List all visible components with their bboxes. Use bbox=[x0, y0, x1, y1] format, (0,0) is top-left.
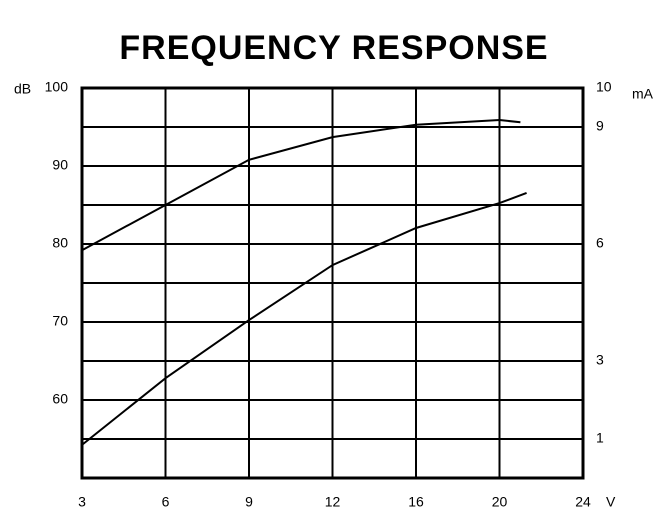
x-axis-label: V bbox=[606, 494, 616, 510]
data-line bbox=[81, 118, 521, 252]
x-tick-label: 9 bbox=[245, 494, 253, 510]
y-tick-label: 70 bbox=[52, 313, 68, 329]
y-tick-label: 80 bbox=[52, 235, 68, 251]
chart-title: FREQUENCY RESPONSE bbox=[119, 29, 548, 67]
y2-tick-label: 3 bbox=[596, 352, 604, 368]
x-tick-label: 24 bbox=[575, 494, 591, 510]
x-tick-label: 6 bbox=[162, 494, 170, 510]
y2-axis-label: mA bbox=[632, 86, 654, 102]
y2-tick-label: 1 bbox=[596, 430, 604, 446]
y2-tick-label: 6 bbox=[596, 235, 604, 251]
x-tick-label: 3 bbox=[78, 494, 86, 510]
y2-tick-label: 10 bbox=[596, 79, 612, 95]
x-tick-label: 20 bbox=[492, 494, 508, 510]
y2-tick-label: 9 bbox=[596, 118, 604, 134]
x-tick-label: 12 bbox=[325, 494, 341, 510]
data-line bbox=[81, 191, 527, 446]
x-tick-label: 16 bbox=[408, 494, 424, 510]
y-axis-label: dB bbox=[14, 81, 31, 97]
y-tick-label: 60 bbox=[52, 391, 68, 407]
y-tick-label: 90 bbox=[52, 157, 68, 173]
y-tick-label: 100 bbox=[45, 79, 69, 95]
